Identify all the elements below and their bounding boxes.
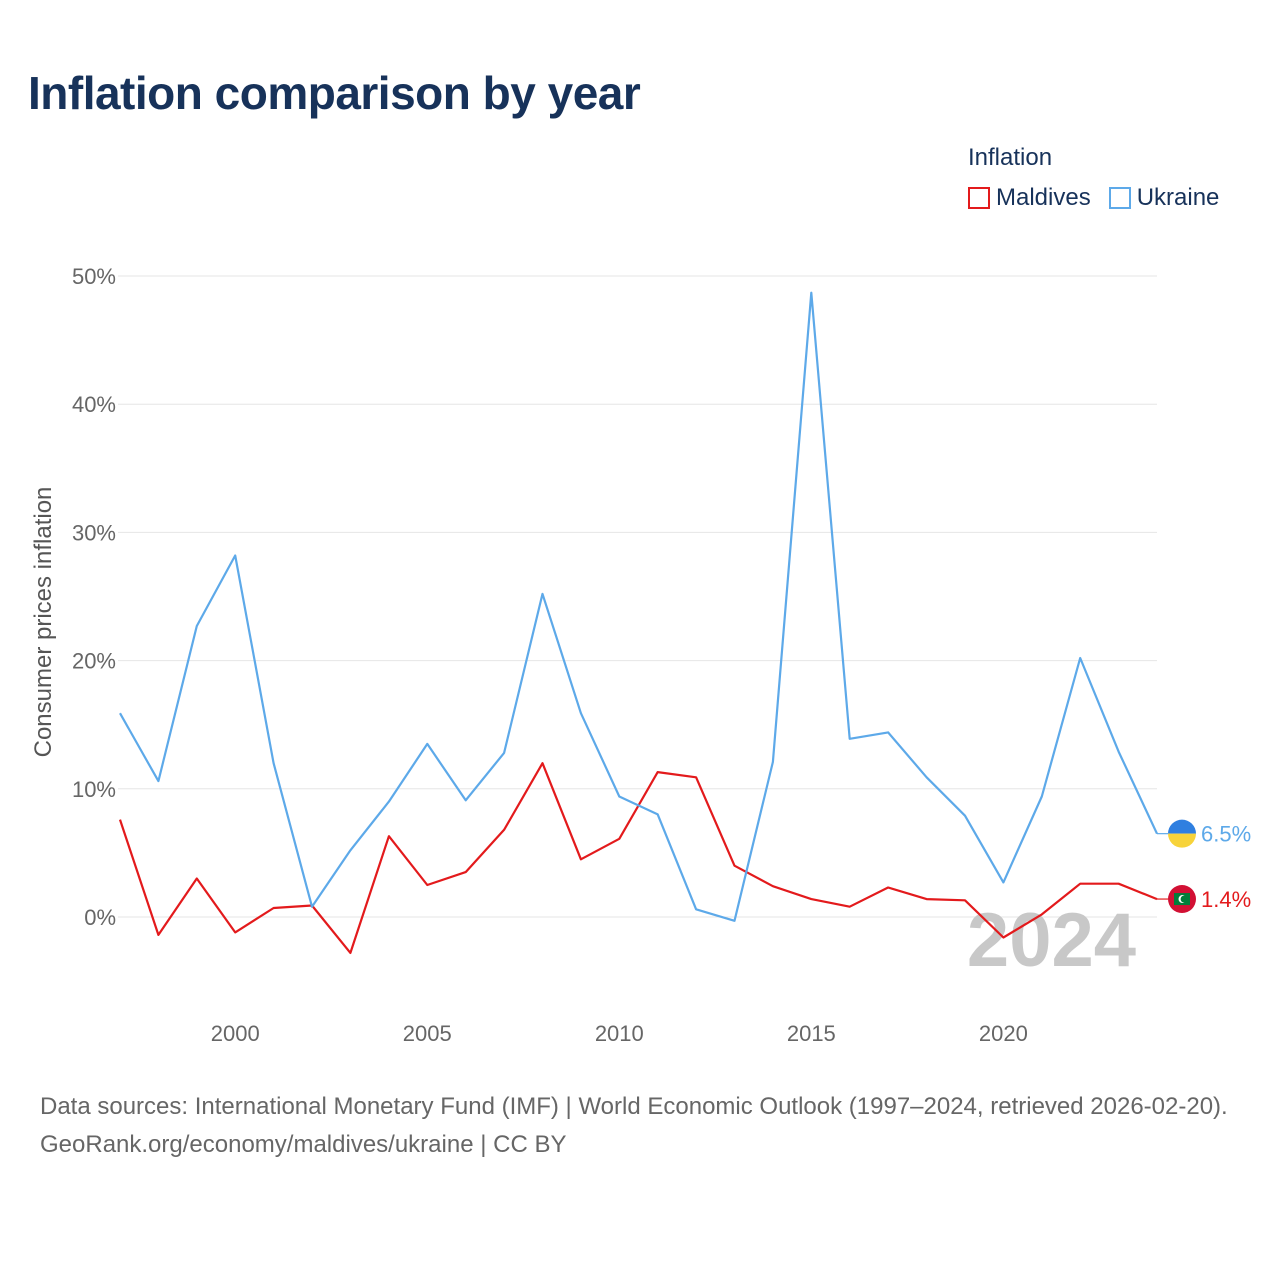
- y-tick-label: 30%: [72, 520, 116, 545]
- legend-item-maldives[interactable]: Maldives: [968, 184, 1091, 212]
- series-lines: [118, 291, 1158, 955]
- y-axis-label: Consumer prices inflation: [30, 487, 57, 758]
- data-sources: Data sources: International Monetary Fun…: [40, 1093, 1228, 1120]
- y-tick-label: 50%: [72, 264, 116, 289]
- y-tick-label: 0%: [84, 905, 116, 930]
- y-axis-ticks: 0% 10% 20% 30% 40% 50%: [72, 264, 116, 930]
- x-tick-label: 2020: [979, 1021, 1028, 1046]
- legend: Inflation Maldives Ukraine: [968, 144, 1237, 212]
- legend-item-ukraine[interactable]: Ukraine: [1108, 184, 1220, 212]
- line-chart: 0% 10% 20% 30% 40% 50% 2000 2005 2010 2015 2020 C…: [30, 264, 1251, 1046]
- x-tick-label: 2000: [211, 1021, 260, 1046]
- maldives-flag-icon: [1168, 885, 1196, 914]
- y-tick-label: 10%: [72, 777, 116, 802]
- end-value-label-maldives: 1.4%: [1201, 887, 1251, 912]
- end-value-label-ukraine: 6.5%: [1201, 822, 1251, 847]
- year-watermark: 2024: [967, 898, 1136, 983]
- end-markers: 1.4% 6.5%: [1157, 819, 1251, 914]
- x-tick-label: 2015: [787, 1021, 836, 1046]
- legend-label-maldives: Maldives: [996, 184, 1091, 211]
- footer: Data sources: International Monetary Fun…: [40, 1088, 1250, 1164]
- credit-link[interactable]: GeoRank.org/economy/maldives/ukraine | C…: [40, 1131, 567, 1158]
- legend-title: Inflation: [968, 144, 1053, 171]
- x-tick-label: 2005: [403, 1021, 452, 1046]
- series-line-ukraine[interactable]: [119, 291, 1158, 922]
- y-tick-label: 20%: [72, 649, 116, 674]
- ukraine-flag-icon: [1168, 819, 1196, 848]
- y-tick-label: 40%: [72, 392, 116, 417]
- legend-swatch-maldives: [968, 187, 990, 209]
- chart-title: Inflation comparison by year: [28, 67, 641, 119]
- gridlines: [118, 275, 1157, 918]
- x-tick-label: 2010: [595, 1021, 644, 1046]
- legend-label-ukraine: Ukraine: [1136, 184, 1220, 211]
- legend-swatch-ukraine: [1108, 187, 1131, 209]
- x-axis-ticks: 2000 2005 2010 2015 2020: [211, 1021, 1028, 1046]
